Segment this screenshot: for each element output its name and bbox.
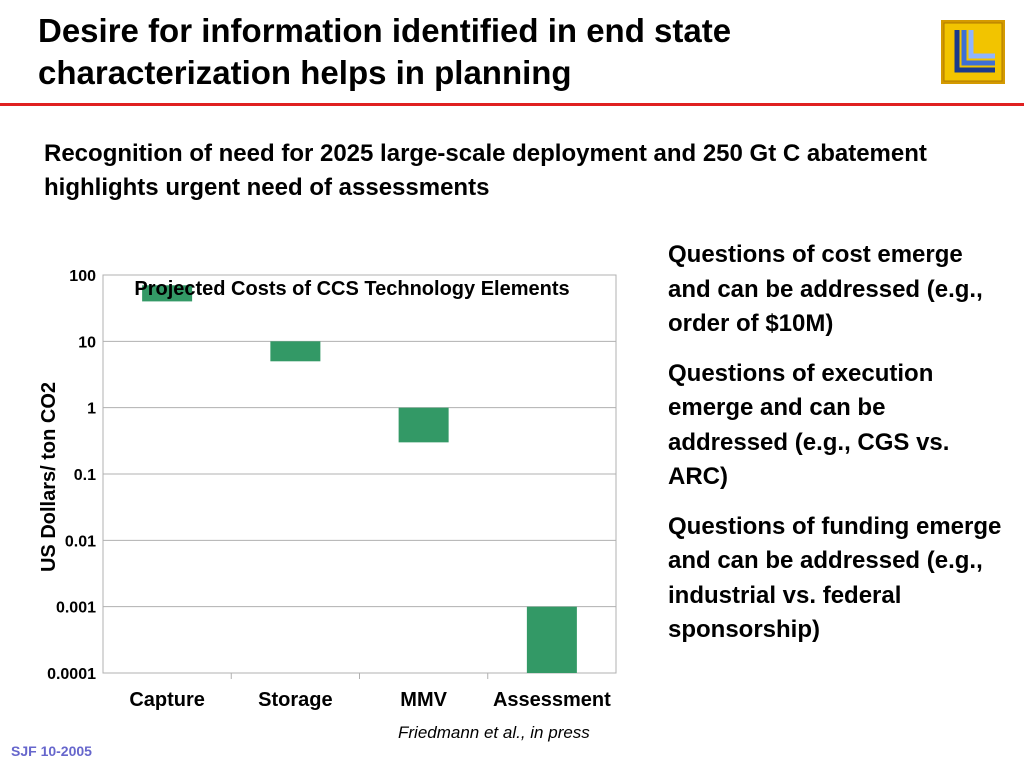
x-category-label: Storage [258, 689, 332, 711]
y-tick-label: 100 [69, 268, 96, 285]
y-tick-label: 0.001 [56, 600, 96, 617]
y-tick-label: 0.1 [74, 467, 96, 484]
x-category-label: Capture [129, 689, 205, 711]
ccs-cost-chart-svg: 0.0001 0.001 0.01 0.1 1 10 100 Capture Storage MM… [38, 268, 617, 711]
footer-label: SJF 10-2005 [11, 743, 92, 759]
title-divider [0, 103, 1024, 106]
y-tick-label: 0.01 [65, 533, 96, 550]
question-cost: Questions of cost emerge and can be addr… [668, 241, 983, 337]
source-citation: Friedmann et al., in press [398, 723, 590, 742]
x-category-label: Assessment [493, 689, 611, 711]
ccs-cost-chart: 0.0001 0.001 0.01 0.1 1 10 100 Capture Storage MM… [0, 230, 660, 720]
y-axis-label: US Dollars/ ton CO2 [38, 382, 60, 572]
question-funding: Questions of funding emerge and can be a… [668, 512, 1002, 644]
llnl-logo-icon [941, 20, 1005, 84]
questions-list: Questions of cost emerge and can be addr… [668, 238, 1008, 663]
slide-subtitle: Recognition of need for 2025 large-scale… [44, 140, 927, 201]
slide-title: Desire for information identified in end… [38, 12, 732, 91]
y-tick-label: 1 [87, 401, 96, 418]
question-execution: Questions of execution emerge and can be… [668, 359, 950, 491]
chart-title: Projected Costs of CCS Technology Elemen… [134, 278, 569, 300]
y-tick-label: 10 [78, 334, 96, 351]
bar-capture [142, 285, 193, 302]
bar-mmv [398, 407, 449, 443]
bar-assessment [526, 606, 577, 673]
bar-storage [270, 341, 321, 362]
y-tick-label: 0.0001 [47, 666, 96, 683]
x-category-label: MMV [400, 689, 447, 711]
